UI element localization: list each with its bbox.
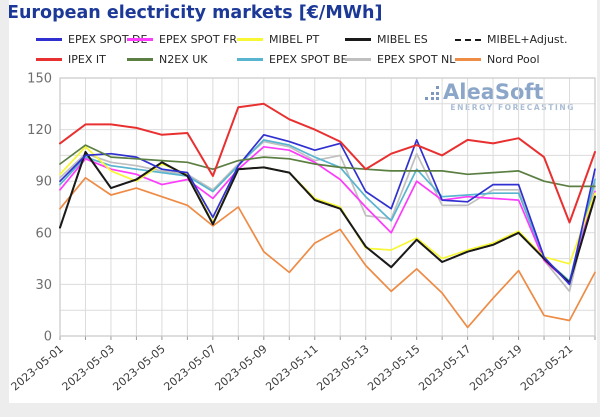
legend-label: EPEX SPOT DE	[68, 33, 148, 46]
legend-item-n2ex-uk: N2EX UK	[127, 53, 237, 66]
plot-border	[59, 77, 596, 337]
series-line-epex-spot-fr	[59, 145, 596, 284]
legend-label: EPEX SPOT BE	[269, 53, 348, 66]
aleasoft-logo-icon	[425, 86, 440, 101]
series-line-nord-pool	[59, 176, 596, 329]
x-tick-label: 2023-05-09	[212, 342, 269, 393]
legend-item-nord-pool: Nord Pool	[455, 53, 596, 66]
legend-item-mibel-adjust: MIBEL+Adjust.	[455, 33, 596, 46]
legend-item-ipex-it: IPEX IT	[36, 53, 127, 66]
watermark-tagline: ENERGY FORECASTING	[450, 103, 575, 112]
series-line-mibel-es	[59, 151, 596, 284]
series-line-n2ex-uk	[59, 144, 596, 188]
legend-item-epex-spot-be: EPEX SPOT BE	[237, 53, 348, 66]
legend-label: EPEX SPOT FR	[159, 33, 238, 46]
legend-label: MIBEL PT	[269, 33, 320, 46]
legend-label: MIBEL+Adjust.	[487, 33, 568, 46]
legend-label: N2EX UK	[159, 53, 208, 66]
y-tick-label: 120	[27, 123, 52, 138]
x-tick-label: 2023-05-15	[365, 342, 422, 393]
series-line-epex-spot-nl	[59, 140, 596, 293]
series-line-epex-spot-be	[59, 139, 596, 282]
legend-swatch-nord-pool	[455, 58, 481, 61]
series-line-mibel-pt	[59, 145, 596, 265]
legend-swatch-epex-spot-nl	[345, 58, 371, 61]
legend-label: MIBEL ES	[377, 33, 428, 46]
edge-band-right	[597, 0, 600, 417]
y-tick-label: 30	[35, 278, 52, 293]
legend-item-epex-spot-fr: EPEX SPOT FR	[127, 33, 237, 46]
x-tick-label: 2023-05-11	[263, 342, 320, 393]
legend-item-mibel-pt: MIBEL PT	[237, 33, 345, 46]
legend-swatch-mibel-es	[345, 37, 371, 42]
legend-swatch-epex-spot-de	[36, 38, 62, 41]
x-tick-label: 2023-05-17	[416, 342, 473, 393]
x-tick-label: 2023-05-07	[161, 342, 218, 393]
y-tick-label: 150	[27, 72, 52, 87]
edge-band-bottom	[0, 403, 600, 417]
legend-swatch-n2ex-uk	[127, 58, 153, 61]
x-tick-label: 2023-05-05	[110, 342, 167, 393]
y-tick-label: 60	[35, 226, 52, 241]
series-line-ipex-it	[59, 102, 596, 224]
legend-label: EPEX SPOT NL	[377, 53, 456, 66]
legend-swatch-epex-spot-be	[237, 58, 263, 61]
chart-legend: EPEX SPOT DE EPEX SPOT FR MIBEL PT MIBEL…	[36, 33, 596, 66]
page-title: European electricity markets [€/MWh]	[7, 3, 383, 23]
legend-swatch-mibel-pt	[237, 38, 263, 41]
legend-label: IPEX IT	[68, 53, 106, 66]
x-tick-label: 2023-05-13	[314, 342, 371, 393]
x-tick-label: 2023-05-21	[518, 342, 575, 393]
legend-item-epex-spot-de: EPEX SPOT DE	[36, 33, 147, 46]
legend-swatch-mibel-adjust	[455, 38, 481, 41]
y-tick-label: 90	[35, 175, 52, 190]
x-tick-label: 2023-05-01	[9, 342, 66, 393]
legend-swatch-epex-spot-fr	[127, 38, 153, 41]
y-tick-label: 0	[44, 330, 52, 345]
legend-swatch-ipex-it	[36, 58, 62, 61]
x-tick-label: 2023-05-19	[467, 342, 524, 393]
edge-band-left	[0, 0, 9, 417]
legend-item-epex-spot-nl: EPEX SPOT NL	[345, 53, 455, 66]
legend-item-mibel-es: MIBEL ES	[345, 33, 455, 46]
series-line-epex-spot-de	[59, 133, 596, 286]
x-tick-label: 2023-05-03	[60, 342, 117, 393]
legend-label: Nord Pool	[487, 53, 540, 66]
